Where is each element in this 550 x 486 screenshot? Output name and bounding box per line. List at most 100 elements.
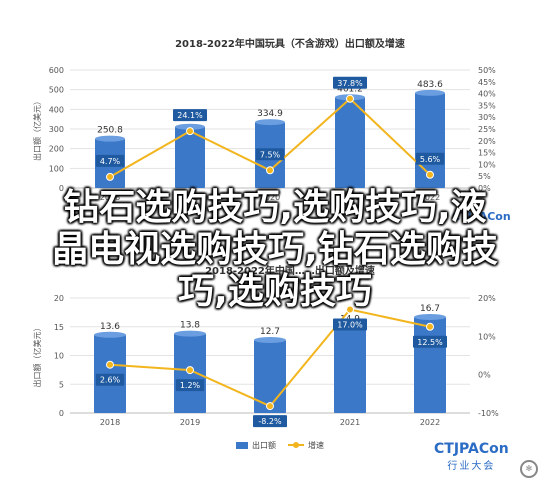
legend-swatch-dot: [293, 442, 299, 448]
chart-title-1: 2018-2022年中国玩具（不含游戏）出口额及增速: [175, 37, 405, 50]
y-axis-label: 出口额（亿美元）: [32, 97, 42, 161]
logo-bottom-sub: 行业大会: [447, 461, 496, 472]
bar-cap: [174, 330, 206, 337]
bar-cap: [415, 89, 445, 96]
y2-tick-label: 10%: [478, 332, 496, 341]
watermark-icon: ✻: [520, 460, 538, 478]
y2-tick-label: 15%: [478, 149, 496, 158]
line-point-2020: [266, 166, 274, 175]
bar-cap: [254, 336, 286, 343]
y2-tick-label: 30%: [478, 113, 496, 122]
y-tick-label: 0: [59, 409, 64, 418]
y2-tick-label: 0%: [478, 184, 491, 193]
bar-value-label: 334.9: [257, 109, 283, 119]
line-label-box: [413, 335, 447, 348]
chart-title-2: 2018-2022年中国……出口额及增速: [205, 264, 375, 277]
line-value-label: 4.7%: [100, 157, 121, 166]
bar-value-label: 461.2: [337, 84, 363, 94]
y2-tick-label: 10%: [478, 160, 496, 169]
x-tick-label: 2022: [420, 418, 440, 427]
x-tick-label: 2021: [340, 193, 360, 202]
line-label-box: [175, 379, 205, 392]
y2-tick-label: 0%: [478, 371, 491, 380]
line-point-2018: [106, 172, 114, 181]
y-tick-label: 10: [54, 352, 64, 361]
line-point-2018: [106, 360, 114, 369]
legend-label-line: 增速: [308, 440, 324, 450]
y2-tick-label: 35%: [478, 101, 496, 110]
bar-2020: [254, 339, 286, 413]
x-tick-label: 2018: [100, 418, 120, 427]
bar-value-label: 12.7: [260, 327, 280, 337]
line-value-label: 12.5%: [417, 338, 443, 347]
bar-value-label: 483.6: [417, 80, 443, 90]
logo-bottom: CTJPACon 行业大会: [434, 441, 509, 472]
y2-tick-label: 25%: [478, 125, 496, 134]
bar-2021: [335, 97, 365, 188]
bar-cap: [414, 313, 446, 320]
y-tick-label: 500: [49, 86, 64, 95]
y-tick-label: 200: [49, 145, 64, 154]
y-axis-label: 出口额（亿美元）: [32, 324, 42, 388]
y-tick-label: 300: [49, 125, 64, 134]
y-tick-label: 0: [59, 184, 64, 193]
x-tick-label: 2018: [100, 193, 120, 202]
line-point-2019: [186, 366, 194, 375]
bar-value-label: 250.8: [97, 126, 123, 136]
line-point-2022: [426, 170, 434, 179]
y2-tick-label: 45%: [478, 78, 496, 87]
logo-top-mark: CTJPACon: [452, 210, 511, 223]
bar-2021: [334, 327, 366, 413]
line-point-2020: [266, 402, 274, 411]
y2-tick-label: 20%: [478, 137, 496, 146]
y-tick-label: 600: [49, 66, 64, 75]
bar-cap: [95, 135, 125, 142]
line-value-label: 5.6%: [420, 155, 441, 164]
x-tick-label: 2019: [180, 193, 200, 202]
x-tick-label: 2021: [340, 418, 360, 427]
line-label-box: [333, 76, 367, 89]
y-tick-label: 100: [49, 164, 64, 173]
line-value-label: 24.1%: [177, 111, 203, 120]
line-value-label: 37.8%: [337, 79, 363, 88]
line-point-2021: [346, 94, 354, 103]
y-tick-label: 15: [54, 323, 64, 332]
line-point-2019: [186, 127, 194, 136]
line-label-box: [415, 152, 445, 165]
line-label-box: [255, 148, 285, 161]
legend-swatch-bar: [236, 442, 248, 449]
logo-top: CTJPACon: [452, 210, 511, 223]
y2-tick-label: 50%: [478, 66, 496, 75]
line-label-box: [253, 415, 287, 428]
line-value-label: 7.5%: [260, 150, 281, 159]
y2-tick-label: 5%: [478, 172, 491, 181]
line-value-label: 2.6%: [100, 376, 121, 385]
bar-cap: [255, 119, 285, 126]
line-value-label: -8.2%: [258, 417, 282, 426]
bar-cap: [94, 331, 126, 338]
bar-value-label: 13.6: [100, 322, 120, 332]
y-tick-label: 400: [49, 105, 64, 114]
legend-label-bar: 出口额: [252, 440, 276, 450]
bar-value-label: 13.8: [180, 321, 200, 331]
x-tick-label: 2019: [180, 418, 200, 427]
line-value-label: 1.2%: [180, 381, 201, 390]
line-label-box: [95, 154, 125, 167]
line-point-2021: [346, 305, 354, 314]
bar-value-label: 16.7: [420, 304, 440, 314]
bar-2022: [414, 316, 446, 413]
y2-tick-label: 40%: [478, 90, 496, 99]
bar-cap: [175, 123, 205, 130]
logo-bottom-mark: CTJPACon: [434, 441, 509, 457]
y2-tick-label: -10%: [478, 409, 499, 418]
line-label-box: [173, 109, 207, 122]
line-point-2022: [426, 322, 434, 331]
x-tick-label: 2020: [260, 193, 280, 202]
line-label-box: [95, 373, 125, 386]
line-value-label: 17.0%: [337, 321, 363, 330]
y-tick-label: 5: [59, 380, 64, 389]
y2-tick-label: 20%: [478, 294, 496, 303]
y-tick-label: 20: [54, 294, 64, 303]
x-tick-label: 2022: [420, 193, 440, 202]
